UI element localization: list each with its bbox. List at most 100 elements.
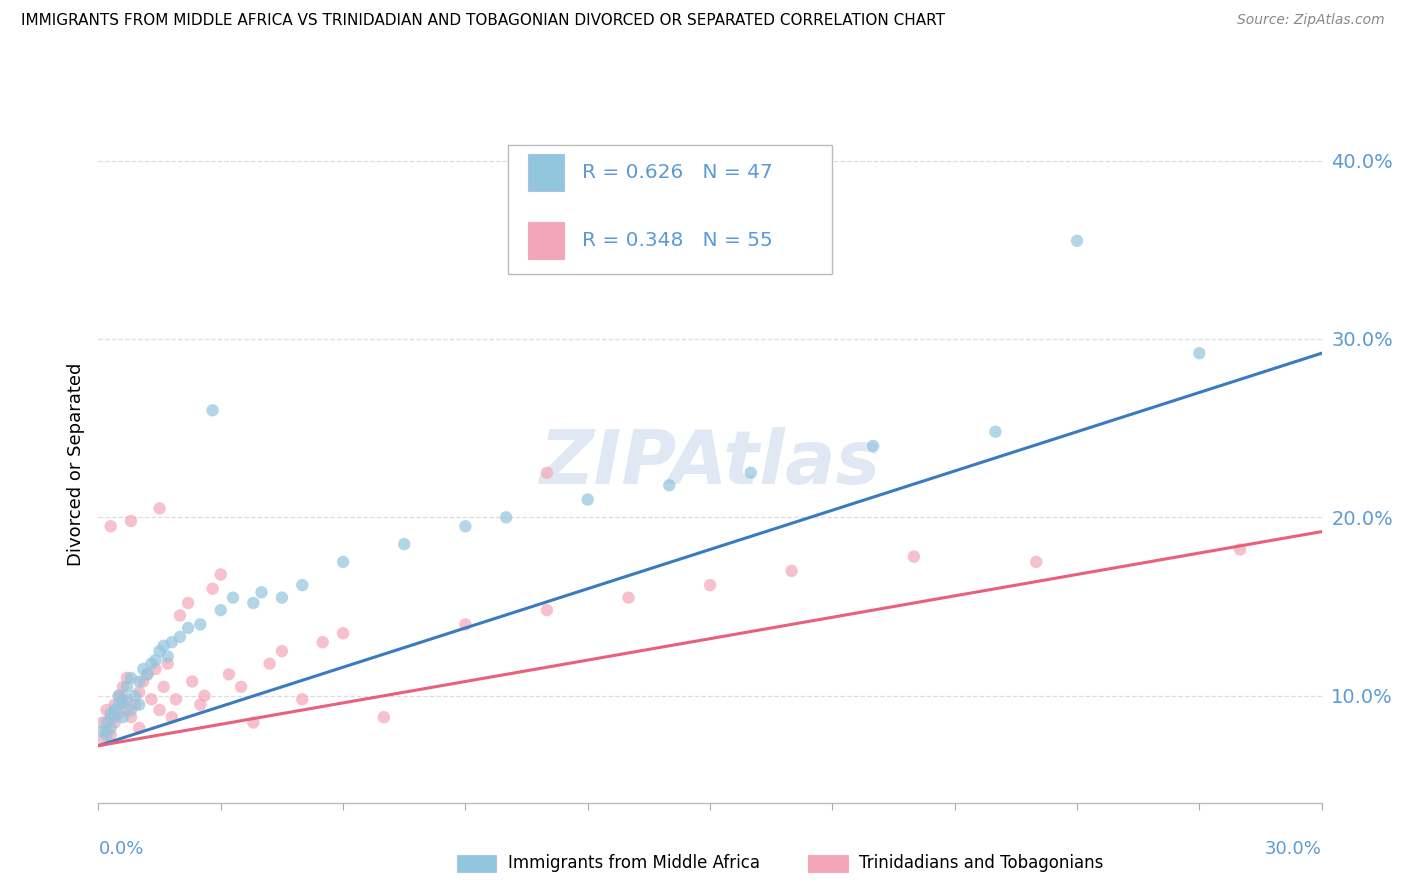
Point — [120, 671, 142, 685]
Point — [222, 591, 245, 605]
Point — [160, 635, 183, 649]
Text: ZIPAtlas: ZIPAtlas — [540, 427, 880, 500]
Text: Trinidadians and Tobagonians: Trinidadians and Tobagonians — [859, 855, 1104, 872]
Point — [128, 685, 150, 699]
Point — [242, 715, 264, 730]
Point — [96, 715, 118, 730]
Point — [149, 501, 172, 516]
Point — [111, 710, 134, 724]
Point — [96, 703, 118, 717]
Point — [201, 582, 224, 596]
Point — [862, 439, 884, 453]
Point — [984, 425, 1007, 439]
Point — [104, 715, 127, 730]
Point — [145, 653, 167, 667]
Text: 30.0%: 30.0% — [1265, 840, 1322, 858]
Point — [115, 680, 138, 694]
Point — [128, 721, 150, 735]
Point — [188, 617, 212, 632]
Point — [108, 689, 131, 703]
Point — [1025, 555, 1047, 569]
Point — [120, 703, 142, 717]
Point — [658, 478, 681, 492]
Point — [903, 549, 925, 564]
Point — [136, 667, 159, 681]
Point — [160, 710, 183, 724]
Point — [108, 698, 131, 712]
Point — [152, 639, 174, 653]
Point — [169, 608, 191, 623]
Point — [100, 721, 122, 735]
Point — [576, 492, 599, 507]
Point — [141, 657, 163, 671]
Point — [231, 680, 253, 694]
Point — [100, 519, 122, 533]
Point — [108, 706, 131, 721]
Point — [149, 703, 172, 717]
Point — [177, 621, 200, 635]
Point — [291, 578, 314, 592]
Point — [124, 689, 146, 703]
Point — [100, 710, 122, 724]
Point — [209, 603, 232, 617]
Point — [188, 698, 212, 712]
Text: R = 0.626   N = 47: R = 0.626 N = 47 — [582, 163, 772, 182]
Point — [128, 674, 150, 689]
Point — [111, 696, 134, 710]
Text: R = 0.348   N = 55: R = 0.348 N = 55 — [582, 231, 772, 250]
Point — [145, 662, 167, 676]
Point — [536, 603, 558, 617]
Point — [373, 710, 395, 724]
Point — [177, 596, 200, 610]
Point — [132, 662, 155, 676]
Point — [136, 667, 159, 681]
Point — [454, 519, 477, 533]
Point — [100, 728, 122, 742]
Point — [1188, 346, 1211, 360]
Point — [495, 510, 517, 524]
Point — [242, 596, 264, 610]
Point — [108, 689, 131, 703]
Point — [181, 674, 204, 689]
Point — [454, 617, 477, 632]
Point — [149, 644, 172, 658]
FancyBboxPatch shape — [508, 145, 832, 274]
Point — [115, 692, 138, 706]
Point — [111, 680, 134, 694]
Point — [270, 591, 294, 605]
Point — [111, 692, 134, 706]
Point — [536, 466, 558, 480]
Point — [104, 710, 127, 724]
Point — [1066, 234, 1088, 248]
Point — [270, 644, 294, 658]
Point — [152, 680, 174, 694]
Text: 0.0%: 0.0% — [98, 840, 143, 858]
Point — [1229, 542, 1251, 557]
Point — [128, 698, 150, 712]
Text: Immigrants from Middle Africa: Immigrants from Middle Africa — [508, 855, 759, 872]
Point — [104, 703, 127, 717]
Point — [120, 514, 142, 528]
Point — [165, 692, 187, 706]
Point — [96, 728, 118, 742]
Text: IMMIGRANTS FROM MIDDLE AFRICA VS TRINIDADIAN AND TOBAGONIAN DIVORCED OR SEPARATE: IMMIGRANTS FROM MIDDLE AFRICA VS TRINIDA… — [21, 13, 945, 29]
FancyBboxPatch shape — [527, 154, 564, 191]
Point — [291, 692, 314, 706]
Point — [259, 657, 281, 671]
Point — [156, 657, 179, 671]
Point — [91, 715, 114, 730]
Point — [193, 689, 215, 703]
Point — [96, 724, 118, 739]
Point — [141, 692, 163, 706]
Point — [115, 671, 138, 685]
Point — [91, 724, 114, 739]
Point — [332, 555, 354, 569]
Point — [699, 578, 721, 592]
Point — [91, 733, 114, 747]
Point — [100, 706, 122, 721]
Point — [392, 537, 416, 551]
Point — [332, 626, 354, 640]
Point — [617, 591, 640, 605]
Point — [740, 466, 762, 480]
Point — [169, 630, 191, 644]
